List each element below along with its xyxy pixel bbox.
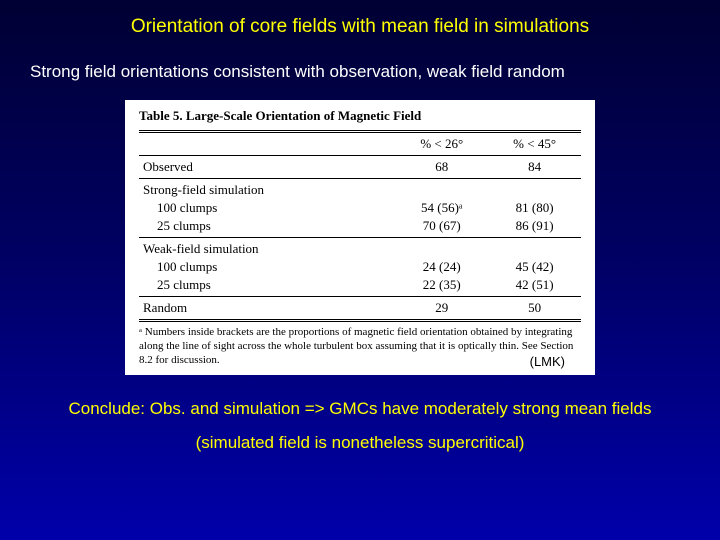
rule bbox=[139, 178, 581, 179]
cell: 68 bbox=[395, 158, 488, 176]
data-table-body: Observed 68 84 bbox=[139, 158, 581, 176]
cell: 81 (80) bbox=[488, 199, 581, 217]
row-label: 25 clumps bbox=[139, 217, 395, 235]
conclusion-line2: (simulated field is nonetheless supercri… bbox=[0, 433, 720, 453]
table-footnote: ᵃ Numbers inside brackets are the propor… bbox=[139, 326, 581, 367]
table-caption: Table 5. Large-Scale Orientation of Magn… bbox=[139, 108, 581, 124]
header-col2: % < 26° bbox=[395, 135, 488, 153]
cell: 22 (35) bbox=[395, 276, 488, 294]
table-row: 100 clumps 54 (56)ᵃ 81 (80) bbox=[139, 199, 581, 217]
table-row: Observed 68 84 bbox=[139, 158, 581, 176]
cell: 84 bbox=[488, 158, 581, 176]
row-label: 100 clumps bbox=[139, 258, 395, 276]
table-row: 25 clumps 22 (35) 42 (51) bbox=[139, 276, 581, 294]
conclusion-line1: Conclude: Obs. and simulation => GMCs ha… bbox=[0, 399, 720, 419]
data-table: % < 26° % < 45° bbox=[139, 135, 581, 153]
section-label: Weak-field simulation bbox=[139, 240, 395, 258]
row-label: 100 clumps bbox=[139, 199, 395, 217]
table-row: Random 29 50 bbox=[139, 299, 581, 317]
row-label: 25 clumps bbox=[139, 276, 395, 294]
rule bbox=[139, 319, 581, 322]
table-row: 25 clumps 70 (67) 86 (91) bbox=[139, 217, 581, 235]
row-label: Random bbox=[139, 299, 395, 317]
row-label: Observed bbox=[139, 158, 395, 176]
citation-label: (LMK) bbox=[530, 354, 565, 369]
cell: 70 (67) bbox=[395, 217, 488, 235]
cell: 86 (91) bbox=[488, 217, 581, 235]
table-row: Weak-field simulation bbox=[139, 240, 581, 258]
rule bbox=[139, 296, 581, 297]
rule bbox=[139, 155, 581, 156]
cell: 24 (24) bbox=[395, 258, 488, 276]
cell: 45 (42) bbox=[488, 258, 581, 276]
cell: 29 bbox=[395, 299, 488, 317]
rule bbox=[139, 237, 581, 238]
header-col3: % < 45° bbox=[488, 135, 581, 153]
table-row: 100 clumps 24 (24) 45 (42) bbox=[139, 258, 581, 276]
cell: 42 (51) bbox=[488, 276, 581, 294]
table-panel: Table 5. Large-Scale Orientation of Magn… bbox=[125, 100, 595, 375]
rule bbox=[139, 130, 581, 133]
table-header-row: % < 26° % < 45° bbox=[139, 135, 581, 153]
cell: 50 bbox=[488, 299, 581, 317]
table-row: Strong-field simulation bbox=[139, 181, 581, 199]
slide-subtitle: Strong field orientations consistent wit… bbox=[0, 38, 720, 82]
slide-title: Orientation of core fields with mean fie… bbox=[0, 0, 720, 38]
section-label: Strong-field simulation bbox=[139, 181, 395, 199]
cell: 54 (56)ᵃ bbox=[395, 199, 488, 217]
